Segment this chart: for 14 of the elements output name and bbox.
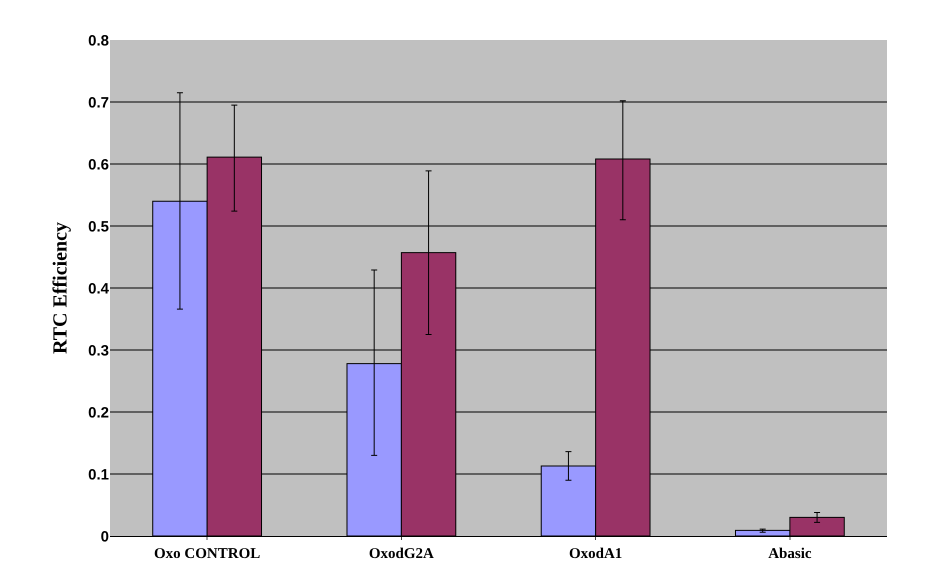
y-tick-label: 0.6 [88, 156, 109, 174]
y-tick-label: 0 [100, 528, 109, 546]
y-tick-label: 0.4 [88, 280, 110, 298]
y-tick-label: 0.3 [88, 342, 109, 360]
y-tick-label: 0.1 [88, 466, 109, 484]
x-tick-label: Oxo CONTROL [154, 546, 260, 562]
x-tick-label: OxodG2A [368, 546, 434, 562]
x-tick-label: Abasic [768, 546, 812, 562]
y-tick-label: 0.2 [88, 404, 109, 422]
y-axis-title: RTC Efficiency [50, 222, 72, 354]
y-tick-label: 0.8 [88, 32, 109, 50]
y-tick-label: 0.7 [88, 94, 109, 112]
y-tick-label: 0.5 [88, 218, 109, 236]
x-tick-label: OxodA1 [568, 546, 622, 562]
